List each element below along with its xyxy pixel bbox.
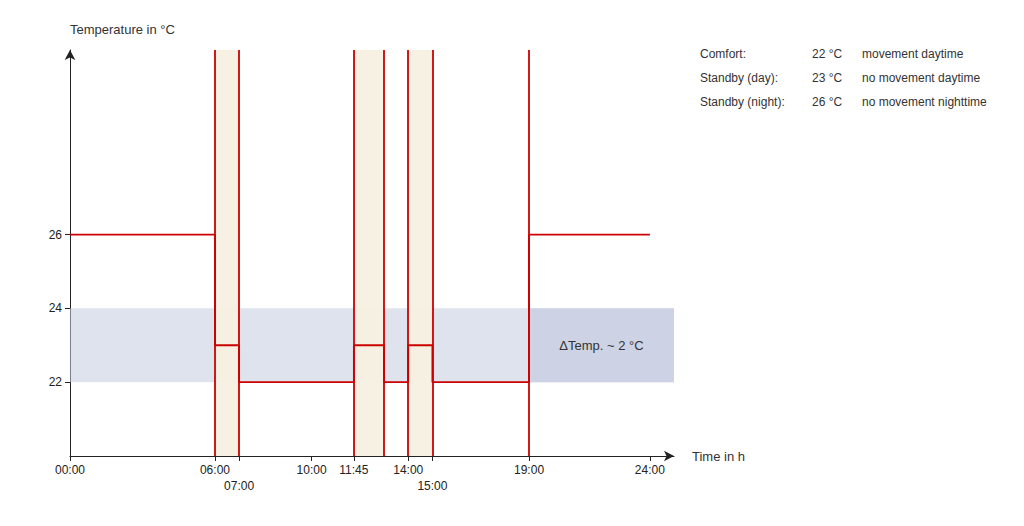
svg-text:11:45: 11:45 bbox=[339, 463, 368, 477]
svg-text:24: 24 bbox=[49, 301, 63, 315]
svg-text:14:00: 14:00 bbox=[393, 463, 423, 477]
svg-text:Comfort:: Comfort: bbox=[700, 47, 746, 61]
svg-text:00:00: 00:00 bbox=[55, 463, 85, 477]
svg-text:no movement daytime: no movement daytime bbox=[862, 71, 980, 85]
svg-text:no movement nighttime: no movement nighttime bbox=[862, 95, 987, 109]
svg-text:22: 22 bbox=[49, 375, 63, 389]
svg-text:24:00: 24:00 bbox=[635, 463, 665, 477]
svg-text:10:00: 10:00 bbox=[297, 463, 327, 477]
svg-text:22 °C: 22 °C bbox=[812, 47, 842, 61]
svg-text:26 °C: 26 °C bbox=[812, 95, 842, 109]
svg-text:Temperature in °C: Temperature in °C bbox=[70, 22, 175, 37]
svg-text:ΔTemp. ~ 2 °C: ΔTemp. ~ 2 °C bbox=[559, 338, 643, 353]
svg-text:06:00: 06:00 bbox=[200, 463, 230, 477]
svg-text:23 °C: 23 °C bbox=[812, 71, 842, 85]
svg-text:26: 26 bbox=[49, 228, 63, 242]
svg-text:Standby (day):: Standby (day): bbox=[700, 71, 778, 85]
svg-text:07:00: 07:00 bbox=[224, 479, 254, 493]
svg-text:Time in h: Time in h bbox=[692, 449, 745, 464]
svg-text:19:00: 19:00 bbox=[514, 463, 544, 477]
svg-text:15:00: 15:00 bbox=[417, 479, 447, 493]
svg-text:movement daytime: movement daytime bbox=[862, 47, 964, 61]
svg-text:Standby (night):: Standby (night): bbox=[700, 95, 785, 109]
